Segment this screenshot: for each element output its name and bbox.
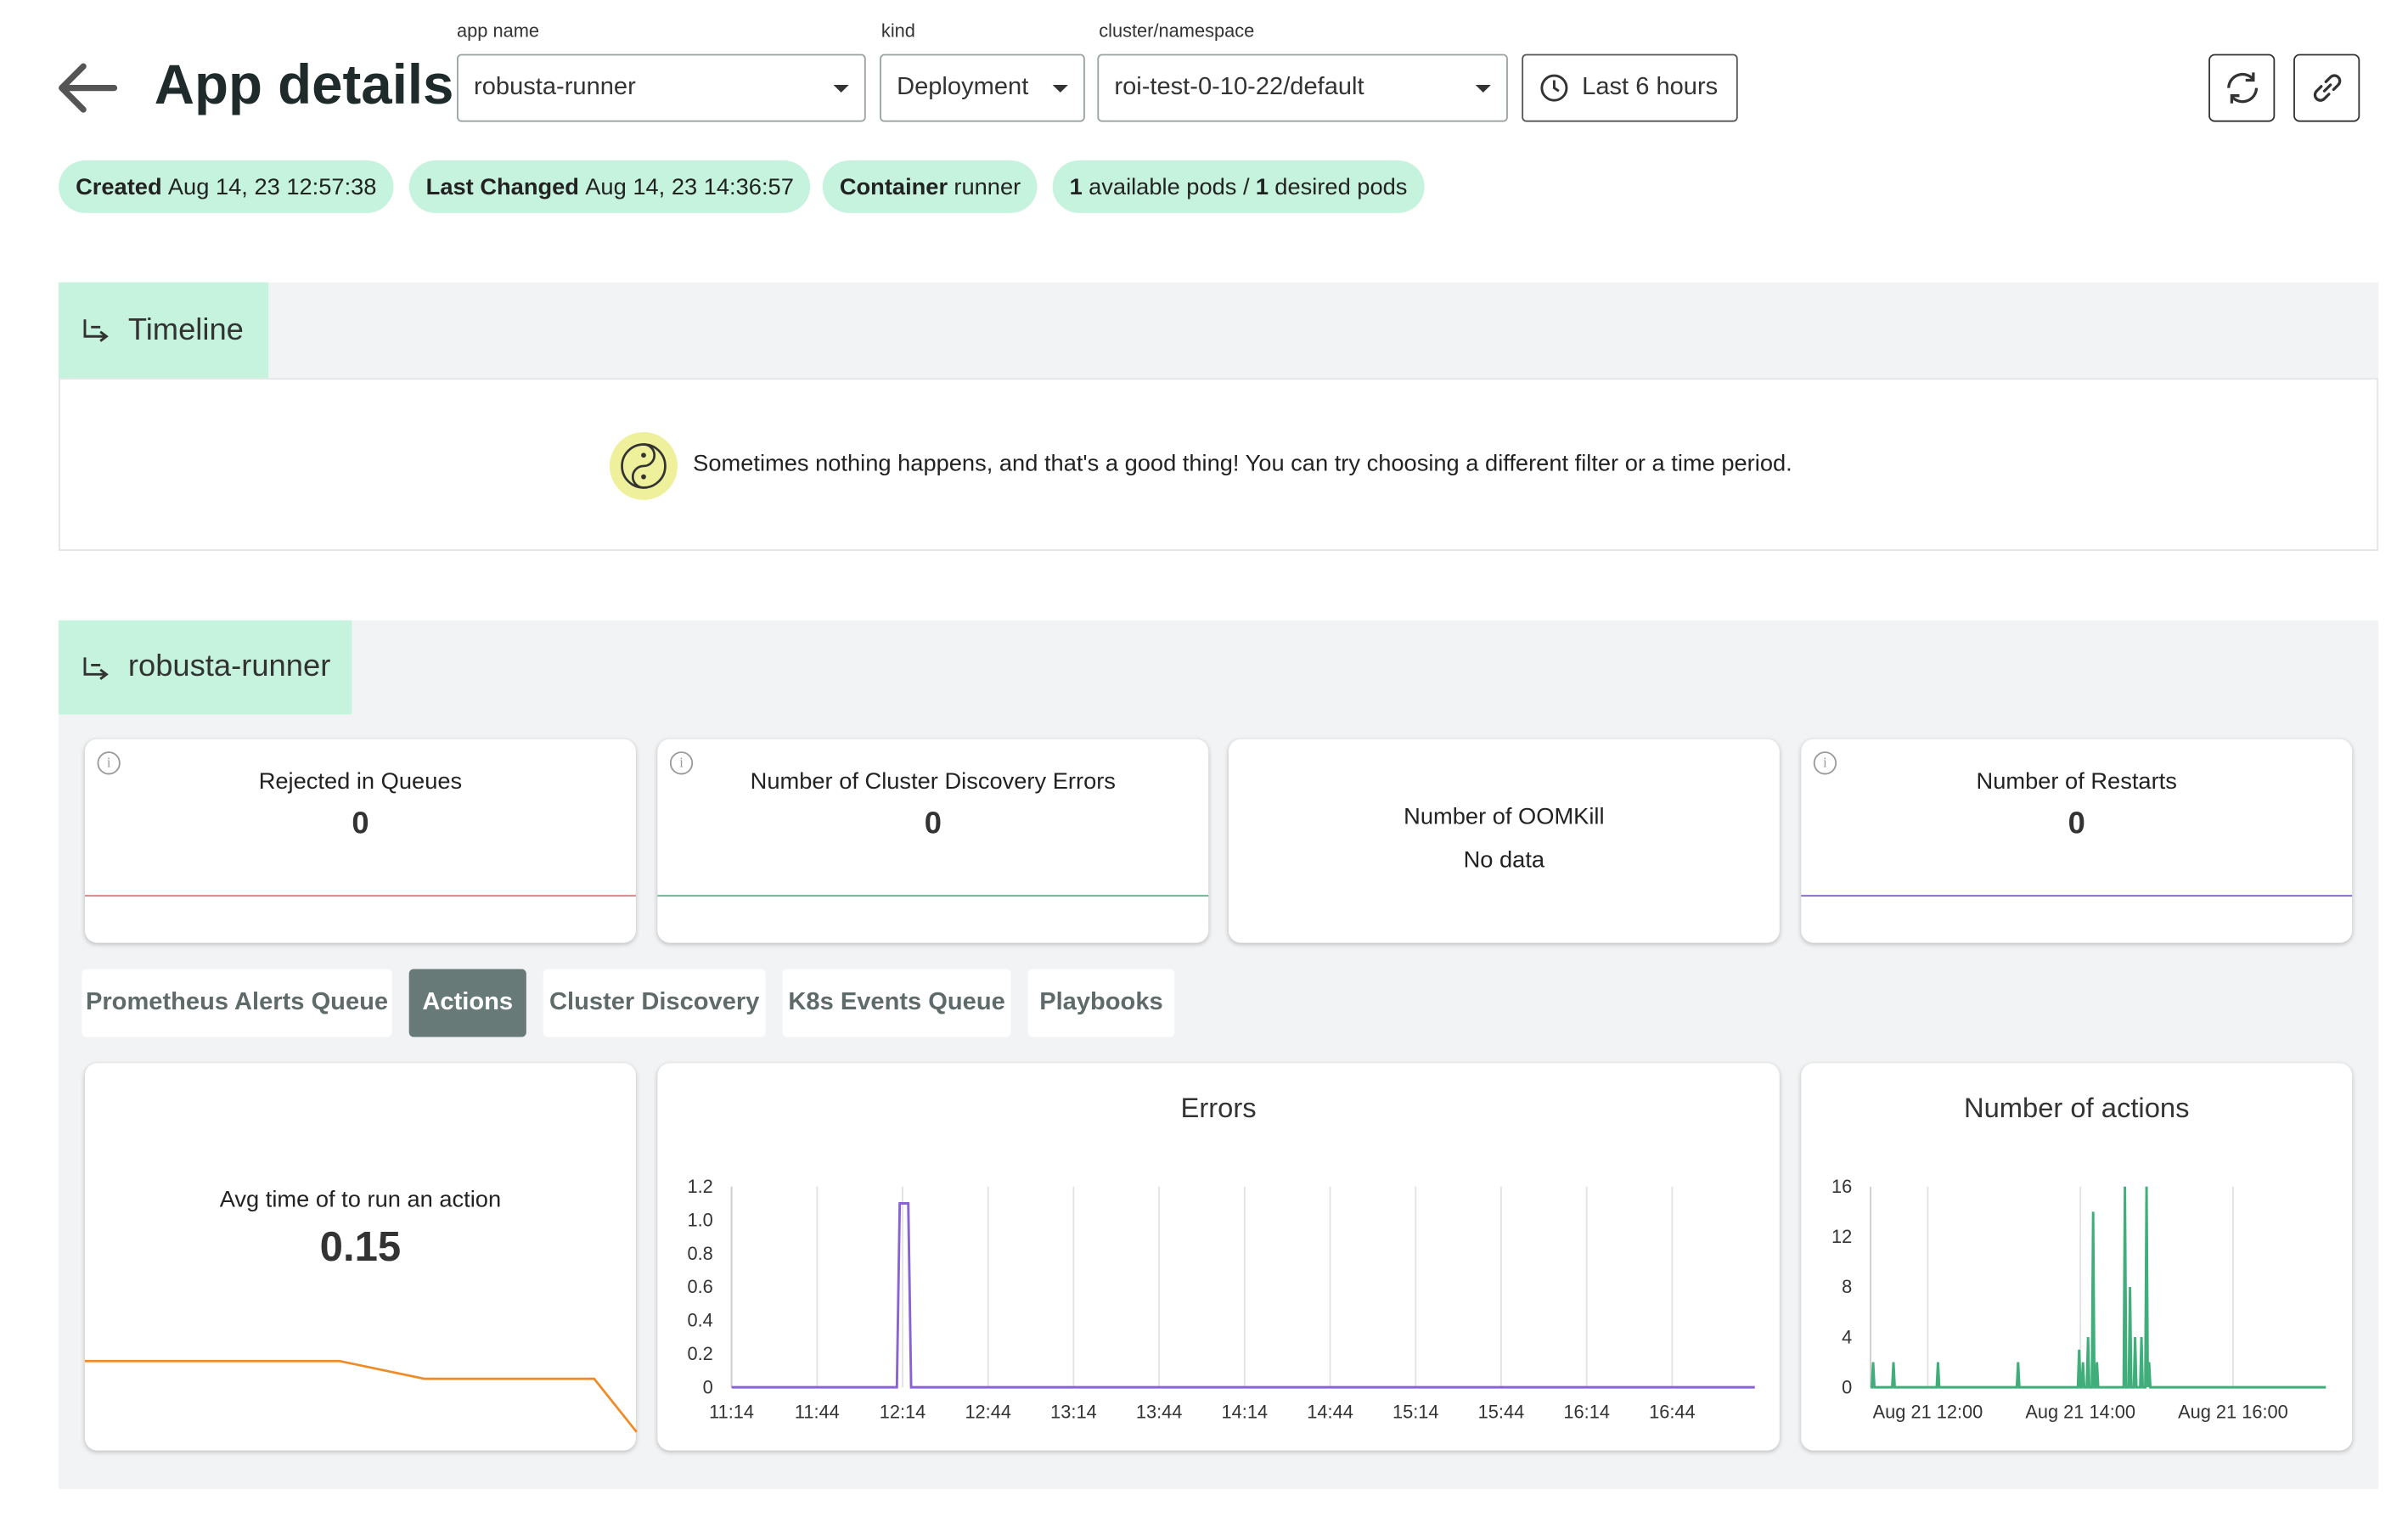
time-range-button[interactable]: Last 6 hours — [1522, 53, 1738, 122]
sparkline — [1801, 895, 2353, 897]
time-range: Last 6 hours — [1582, 74, 1719, 101]
stat-title: Number of OOMKill — [1404, 804, 1605, 830]
tab[interactable]: Playbooks — [1027, 969, 1175, 1037]
stat-card: Number of OOMKill No data — [1228, 739, 1780, 943]
kind-select[interactable]: Deployment — [880, 53, 1085, 122]
avg-value: 0.15 — [319, 1223, 402, 1270]
app-name-select[interactable]: robusta-runner — [457, 53, 866, 122]
filter-label: app name — [457, 20, 540, 42]
errors-card: Errors — [657, 1063, 1780, 1451]
timeline-content: Sometimes nothing happens, and that's a … — [59, 378, 2379, 551]
refresh-button[interactable] — [2208, 53, 2276, 122]
desired-count: 1 — [1255, 173, 1269, 200]
available-count: 1 — [1069, 173, 1083, 200]
stat-card: i Number of Cluster Discovery Errors 0 — [657, 739, 1209, 943]
timeline-panel: Timeline Sometimes nothing happens, and … — [59, 282, 2379, 551]
runner-tab: robusta-runner — [59, 620, 352, 715]
chip-value: Aug 14, 23 14:36:57 — [585, 173, 794, 200]
desired-text: desired pods — [1274, 173, 1408, 200]
stat-card: i Number of Restarts 0 — [1801, 739, 2353, 943]
chart-title: Errors — [1180, 1092, 1257, 1124]
created-chip: Created Aug 14, 23 12:57:38 — [59, 160, 394, 213]
stat-title: Number of Restarts — [1976, 768, 2177, 795]
chart-title: Number of actions — [1963, 1092, 2190, 1124]
tab[interactable]: Prometheus Alerts Queue — [82, 969, 392, 1037]
chip-key: Container — [839, 173, 948, 200]
sparkline — [657, 895, 1209, 897]
avg-title: Avg time of to run an action — [219, 1186, 502, 1213]
clock-icon — [1540, 74, 1568, 102]
stat-value: No data — [1463, 846, 1545, 874]
empty-message: Sometimes nothing happens, and that's a … — [693, 450, 1792, 477]
chip-key: Created — [76, 173, 162, 200]
tab[interactable]: K8s Events Queue — [782, 969, 1011, 1037]
container-chip: Container runner — [822, 160, 1038, 213]
tab[interactable]: Cluster Discovery — [543, 969, 766, 1037]
changed-chip: Last Changed Aug 14, 23 14:36:57 — [408, 160, 811, 213]
pods-chip: 1 available pods /1 desired pods — [1052, 160, 1425, 213]
sparkline — [84, 895, 636, 897]
stat-title: Number of Cluster Discovery Errors — [750, 768, 1116, 795]
avg-card: Avg time of to run an action 0.15 — [84, 1063, 636, 1451]
stat-card: i Rejected in Queues 0 — [84, 739, 636, 943]
stat-value: 0 — [924, 806, 942, 841]
tab[interactable]: Actions — [408, 969, 526, 1037]
stat-value: 0 — [2068, 806, 2085, 841]
yin-yang-icon — [609, 431, 678, 500]
chip-value: Aug 14, 23 12:57:38 — [167, 173, 377, 200]
stat-value: 0 — [352, 806, 369, 841]
chip-value: runner — [954, 173, 1021, 200]
available-text: available pods / — [1089, 173, 1250, 200]
select-value: Deployment — [897, 74, 1029, 101]
page-title: App details — [154, 52, 454, 116]
timeline-title: Timeline — [127, 312, 244, 347]
select-value: robusta-runner — [474, 74, 636, 101]
runner-title: robusta-runner — [127, 649, 331, 684]
filter-label: kind — [880, 20, 915, 42]
chip-key: Last Changed — [425, 173, 579, 200]
actions-card: Number of actions — [1801, 1063, 2353, 1451]
link-button[interactable] — [2293, 53, 2360, 122]
filter-label: cluster/namespace — [1099, 20, 1255, 42]
stat-title: Rejected in Queues — [258, 768, 463, 795]
select-value: roi-test-0-10-22/default — [1114, 74, 1364, 101]
cluster-select[interactable]: roi-test-0-10-22/default — [1097, 53, 1508, 122]
timeline-tab: Timeline — [59, 282, 269, 379]
back-button[interactable] — [55, 62, 118, 115]
